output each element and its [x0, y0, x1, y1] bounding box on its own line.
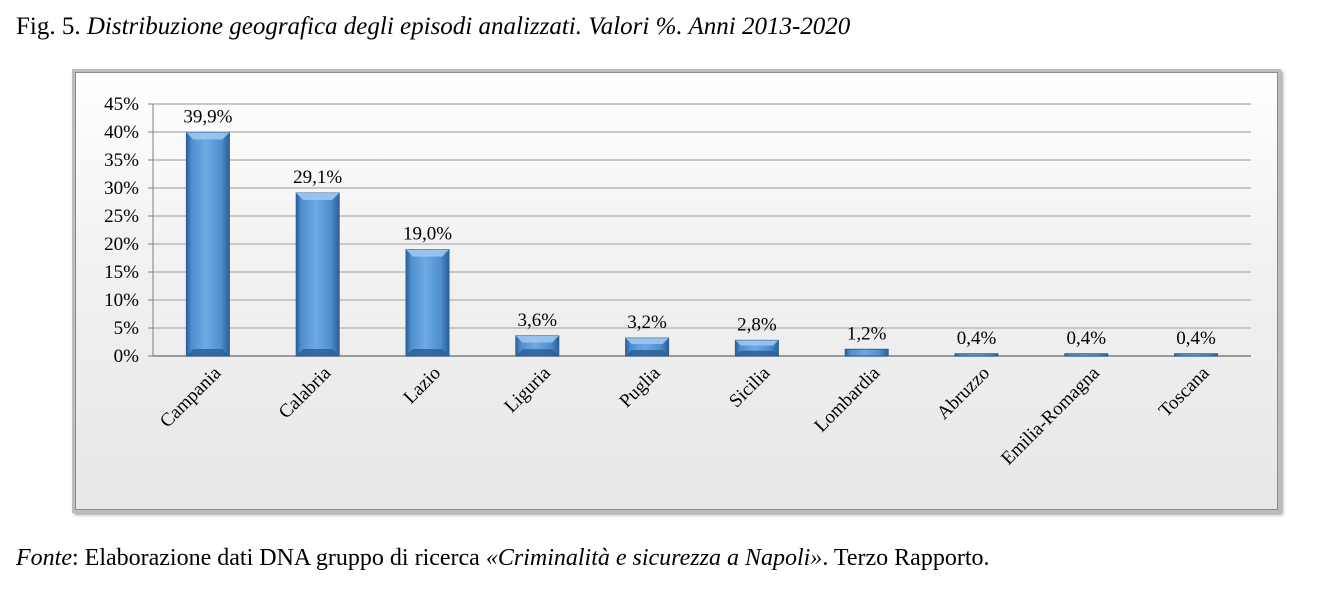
bar-liguria — [515, 335, 560, 357]
bar-emilia-romagna — [1064, 353, 1109, 357]
bar-toscana — [1174, 353, 1219, 357]
bar-top-bevel — [406, 249, 449, 257]
bar-body — [185, 132, 230, 357]
bar-top-bevel — [186, 132, 230, 140]
bar-bottom-bevel — [406, 349, 449, 356]
data-label-liguria: 3,6% — [518, 310, 558, 331]
x-tick-label-lazio: Lazio — [400, 363, 445, 408]
bar-bottom-bevel — [735, 350, 779, 356]
bar-body — [954, 353, 999, 357]
y-tick-label: 30% — [104, 178, 139, 199]
data-label-puglia: 3,2% — [627, 312, 667, 333]
x-tick-label-liguria: Liguria — [500, 362, 555, 417]
bar-sicilia — [734, 339, 779, 357]
data-label-emilia-romagna: 0,4% — [1067, 328, 1107, 349]
bar-body — [405, 249, 450, 357]
bar-bottom-bevel — [625, 350, 669, 356]
y-tick-label: 15% — [104, 262, 139, 283]
chart-frame: 0% 5% 10% 15% 20% 25% 30% 35% 40% 45% 39,9% Campan… — [72, 69, 1281, 513]
source-text: : Elaborazione dati DNA gruppo di ricerc… — [71, 545, 486, 571]
bar-top-bevel — [625, 338, 669, 345]
bar-body — [295, 192, 340, 357]
bar-chart: 0% 5% 10% 15% 20% 25% 30% 35% 40% 45% 39,9% Campan… — [104, 94, 1251, 469]
y-tick-label: 0% — [114, 346, 140, 367]
y-tick-label: 45% — [104, 94, 139, 115]
caption-prefix: Fig. 5. — [16, 13, 87, 40]
data-label-lazio: 19,0% — [403, 224, 452, 245]
caption-description: Distribuzione geografica degli episodi a… — [86, 13, 851, 40]
bar-body — [844, 348, 889, 357]
bar-body — [1064, 353, 1109, 357]
data-label-campania: 39,9% — [183, 107, 232, 128]
source-title: «Criminalità e sicurezza a Napoli» — [485, 545, 823, 571]
y-tick-label: 10% — [104, 290, 139, 311]
data-label-lombardia: 1,2% — [847, 323, 887, 344]
bar-bottom-bevel — [296, 349, 340, 356]
bar-top-bevel — [515, 335, 559, 343]
x-tick-label-puglia: Puglia — [615, 362, 665, 412]
x-tick-label-campania: Campania — [156, 362, 226, 432]
bar-top-bevel — [296, 193, 340, 201]
y-tick-label: 20% — [104, 234, 139, 255]
bar-lombardia — [844, 348, 889, 357]
data-label-sicilia: 2,8% — [737, 314, 777, 335]
bar-lazio — [405, 249, 450, 357]
bar-top-bevel — [735, 340, 779, 346]
bar-campania — [185, 132, 230, 357]
bar-puglia — [625, 337, 670, 357]
x-tick-label-emilia-romagna: Emilia-Romagna — [997, 362, 1104, 469]
x-tick-label-sicilia: Sicilia — [725, 362, 775, 412]
y-tick-label: 35% — [104, 150, 139, 171]
y-tick-label: 25% — [104, 206, 139, 227]
x-tick-label-toscana: Toscana — [1155, 362, 1214, 421]
source-note: Fonte: Elaborazione dati DNA gruppo di r… — [16, 543, 989, 573]
bar-calabria — [295, 192, 340, 357]
bar-bottom-bevel — [515, 349, 559, 356]
y-tick-label: 5% — [114, 318, 140, 339]
source-label: Fonte — [16, 545, 72, 571]
source-suffix: . Terzo Rapporto. — [822, 545, 990, 571]
bar-body — [1174, 353, 1219, 357]
x-tick-label-abruzzo: Abruzzo — [933, 363, 994, 424]
data-label-toscana: 0,4% — [1176, 328, 1216, 349]
x-tick-label-calabria: Calabria — [275, 362, 336, 423]
data-label-abruzzo: 0,4% — [957, 328, 997, 349]
y-tick-label: 40% — [104, 122, 139, 143]
figure-caption: Fig. 5. Distribuzione geografica degli e… — [16, 12, 850, 42]
x-tick-label-lombardia: Lombardia — [810, 362, 884, 436]
bar-abruzzo — [954, 353, 999, 357]
bar-bottom-bevel — [186, 349, 230, 356]
data-label-calabria: 29,1% — [293, 167, 342, 188]
